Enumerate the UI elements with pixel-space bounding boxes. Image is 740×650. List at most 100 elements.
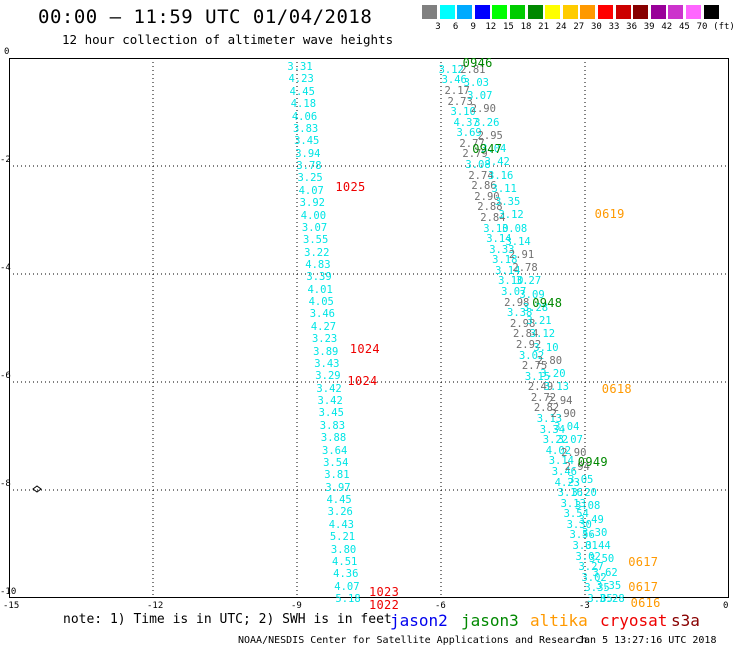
wave-height-obs: 3.02 (518, 349, 545, 362)
pass-time-label: 0616 (630, 595, 661, 610)
wave-height-obs: 2.94 (564, 460, 590, 473)
lon-tick-label: -15 (3, 601, 20, 611)
pass-time-label: 0948 (532, 296, 563, 310)
wave-height-obs: 2.49 (527, 381, 554, 394)
colorbar-bin-3 (474, 5, 490, 19)
satellite-cryosat: cryosat (600, 611, 668, 630)
wave-height-obs: 3.39 (306, 271, 332, 284)
wave-height-obs: 3.13 (543, 381, 570, 394)
lat-tick-label: -2 (0, 155, 11, 165)
wave-height-obs: 3.01 (572, 540, 598, 553)
wave-height-obs: 2.73 (447, 95, 473, 108)
colorbar-bin-13 (650, 5, 666, 19)
colorbar-label: 24 (555, 22, 567, 32)
wave-height-obs: 3.18 (492, 254, 518, 267)
colorbar-bin-4 (492, 5, 508, 19)
colorbar-bin-6 (527, 5, 543, 19)
satellite-jason3: jason3 (461, 611, 519, 630)
wave-height-obs: 2.88 (477, 201, 503, 214)
wave-height-obs: 3.08 (501, 222, 528, 235)
wave-height-obs: 3.04 (554, 421, 580, 433)
wave-height-obs: 4.07 (334, 580, 360, 593)
pass-time-label: 1022 (369, 598, 400, 613)
colorbar-bin-1 (439, 5, 455, 19)
wave-height-obs: 2.90 (474, 190, 500, 203)
wave-height-obs: 3.05 (568, 473, 594, 486)
wave-height-obs: 3.34 (539, 423, 566, 436)
wave-height-obs: 5.18 (335, 593, 361, 605)
colorbar-label: 9 (470, 22, 476, 32)
wave-height-obs: 3.49 (578, 513, 604, 526)
credit-line: NOAA/NESDIS Center for Satellite Applica… (238, 635, 588, 646)
pass-time-label: 1024 (349, 341, 380, 356)
pass-time-label: 0617 (628, 555, 659, 570)
pass-time-label: 0949 (577, 455, 608, 470)
wave-height-obs: 3.50 (588, 553, 615, 566)
wave-height-obs: 3.14 (495, 264, 521, 277)
wave-height-obs: 3.27 (515, 275, 542, 288)
colorbar-label: 36 (626, 22, 638, 32)
wave-height-obs: 3.43 (314, 357, 340, 370)
wave-height-obs: 3.56 (569, 529, 595, 542)
wave-height-obs: 3.92 (299, 197, 325, 210)
wave-height-obs: 2.72 (530, 391, 557, 404)
wave-height-obs: 3.15 (524, 370, 551, 383)
pass-time-label: 0618 (601, 382, 632, 397)
wave-height-obs: 3.31 (287, 61, 313, 74)
colorbar-bin-0 (422, 5, 437, 19)
wave-height-obs: 3.23 (311, 333, 338, 346)
wave-height-obs: 4.05 (308, 296, 334, 309)
wave-height-obs: 3.10 (450, 106, 476, 119)
wave-height-obs: 3.02 (575, 550, 601, 563)
wave-height-obs: 2.98 (510, 317, 536, 330)
colorbar-bin-15 (686, 5, 701, 19)
colorbar-bin-5 (510, 5, 525, 19)
colorbar-label: 39 (643, 22, 655, 32)
wave-height-obs: 2.86 (471, 180, 497, 193)
wave-height-obs: 3.85 (587, 593, 613, 605)
wave-height-obs: 3.20 (571, 487, 597, 500)
wave-height-obs: 3.42 (316, 382, 342, 395)
wave-height-obs: 3.26 (474, 116, 500, 129)
wave-height-obs: 3.35 (584, 582, 610, 595)
wave-height-obs: 2.90 (470, 103, 496, 116)
colorbar-label: 42 (661, 22, 673, 32)
pass-time-label: 1024 (347, 374, 378, 389)
pass-time-label: 1025 (335, 179, 366, 194)
wave-height-obs: 3.62 (592, 566, 618, 579)
wave-height-obs: 3.14 (505, 235, 531, 248)
wave-height-obs: 4.01 (307, 283, 333, 296)
wave-height-obs: 3.16 (488, 169, 514, 182)
colorbar-label: 6 (452, 22, 459, 32)
wave-height-obs: 4.18 (290, 98, 317, 111)
wave-height-obs: 2.75 (521, 360, 548, 373)
wave-height-obs: 3.33 (489, 243, 515, 256)
pass-time-label: 0946 (462, 55, 493, 70)
colorbar-label: 3 (435, 22, 441, 32)
wave-height-obs: 3.54 (563, 508, 589, 521)
wave-height-obs: 3.12 (529, 328, 556, 341)
wave-height-obs: 2.91 (508, 249, 535, 262)
wave-height-obs: 3.13 (536, 413, 563, 426)
wave-height-obs: 2.98 (504, 296, 530, 309)
wave-height-obs: 2.90 (561, 447, 587, 460)
wave-height-obs: 4.45 (326, 494, 352, 507)
wave-height-obs: 3.16 (557, 487, 583, 500)
colorbar-label: 33 (608, 22, 620, 32)
chart-title: 00:00 – 11:59 UTC 01/04/2018 (38, 6, 373, 28)
satellite-altika: altika (530, 611, 588, 630)
pass-time-label: 0617 (628, 579, 659, 594)
wave-height-obs: 3.94 (295, 147, 321, 160)
wave-height-obs: 2.92 (515, 338, 542, 351)
wave-height-obs: 3.89 (313, 345, 339, 358)
wave-height-obs: 3.30 (566, 518, 592, 531)
wave-height-obs: 3.35 (495, 196, 521, 209)
wave-height-obs: 4.23 (554, 476, 580, 489)
colorbar-label: 21 (538, 22, 550, 32)
lon-tick-label: -9 (291, 601, 302, 611)
wave-height-obs: 3.38 (507, 307, 533, 320)
wave-height-obs: 3.44 (585, 540, 611, 553)
wave-height-obs: 2.82 (533, 402, 560, 415)
wave-height-obs: 3.11 (491, 182, 517, 195)
wave-height-obs: 3.02 (581, 571, 607, 584)
